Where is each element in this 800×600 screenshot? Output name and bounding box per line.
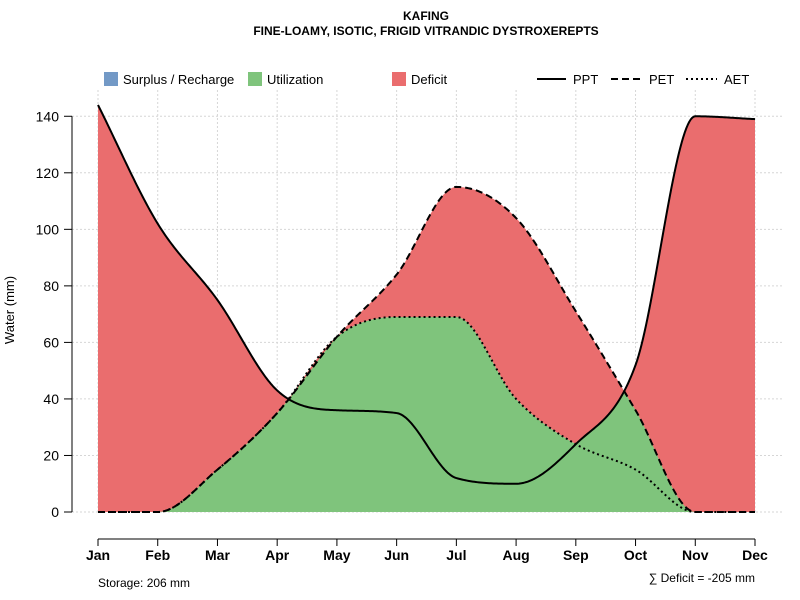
legend-swatch-surplus — [104, 72, 118, 86]
area-fills — [98, 104, 755, 513]
series-line-aet — [98, 315, 755, 513]
y-tick-label: 40 — [43, 391, 59, 407]
axes: 0 20 40 60 80 100 120 140 Jan Feb Mar Apr May Jun Jul A… — [36, 108, 768, 563]
y-tick-label: 0 — [51, 504, 59, 520]
legend: Surplus / Recharge Utilization Deficit P… — [104, 72, 749, 87]
legend-label-utilization: Utilization — [267, 72, 323, 87]
x-tick-label: Feb — [145, 547, 170, 563]
deficit-area — [98, 104, 755, 513]
series-line-ppt — [97, 104, 756, 485]
x-tick-label: Mar — [205, 547, 230, 563]
legend-label-ppt: PPT — [573, 72, 598, 87]
legend-label-deficit: Deficit — [411, 72, 448, 87]
y-tick-label: 80 — [43, 278, 59, 294]
x-tick-label: Dec — [742, 547, 768, 563]
x-tick-label: Apr — [265, 547, 290, 563]
x-tick-label: Oct — [624, 547, 648, 563]
legend-swatch-utilization — [248, 72, 262, 86]
chart-title: KAFING — [403, 9, 449, 23]
legend-label-pet: PET — [649, 72, 674, 87]
x-tick-label: Nov — [682, 547, 709, 563]
y-tick-label: 120 — [36, 165, 60, 181]
legend-label-surplus: Surplus / Recharge — [123, 72, 234, 87]
deficit-annotation: ∑ Deficit = -205 mm — [649, 571, 755, 585]
legend-swatch-deficit — [392, 72, 406, 86]
x-tick-label: Sep — [563, 547, 589, 563]
x-tick-label: Jun — [384, 547, 409, 563]
x-tick-label: Aug — [502, 547, 529, 563]
legend-label-aet: AET — [724, 72, 749, 87]
storage-annotation: Storage: 206 mm — [98, 576, 190, 590]
x-tick-label: May — [323, 547, 350, 563]
chart-subtitle: FINE-LOAMY, ISOTIC, FRIGID VITRANDIC DYS… — [253, 24, 598, 38]
y-tick-label: 60 — [43, 334, 59, 350]
y-tick-label: 140 — [36, 108, 60, 124]
y-axis-label: Water (mm) — [2, 276, 17, 344]
series-lines — [97, 104, 756, 513]
y-tick-label: 100 — [36, 221, 60, 237]
x-tick-label: Jul — [446, 547, 466, 563]
y-tick-label: 20 — [43, 447, 59, 463]
x-tick-label: Jan — [86, 547, 110, 563]
